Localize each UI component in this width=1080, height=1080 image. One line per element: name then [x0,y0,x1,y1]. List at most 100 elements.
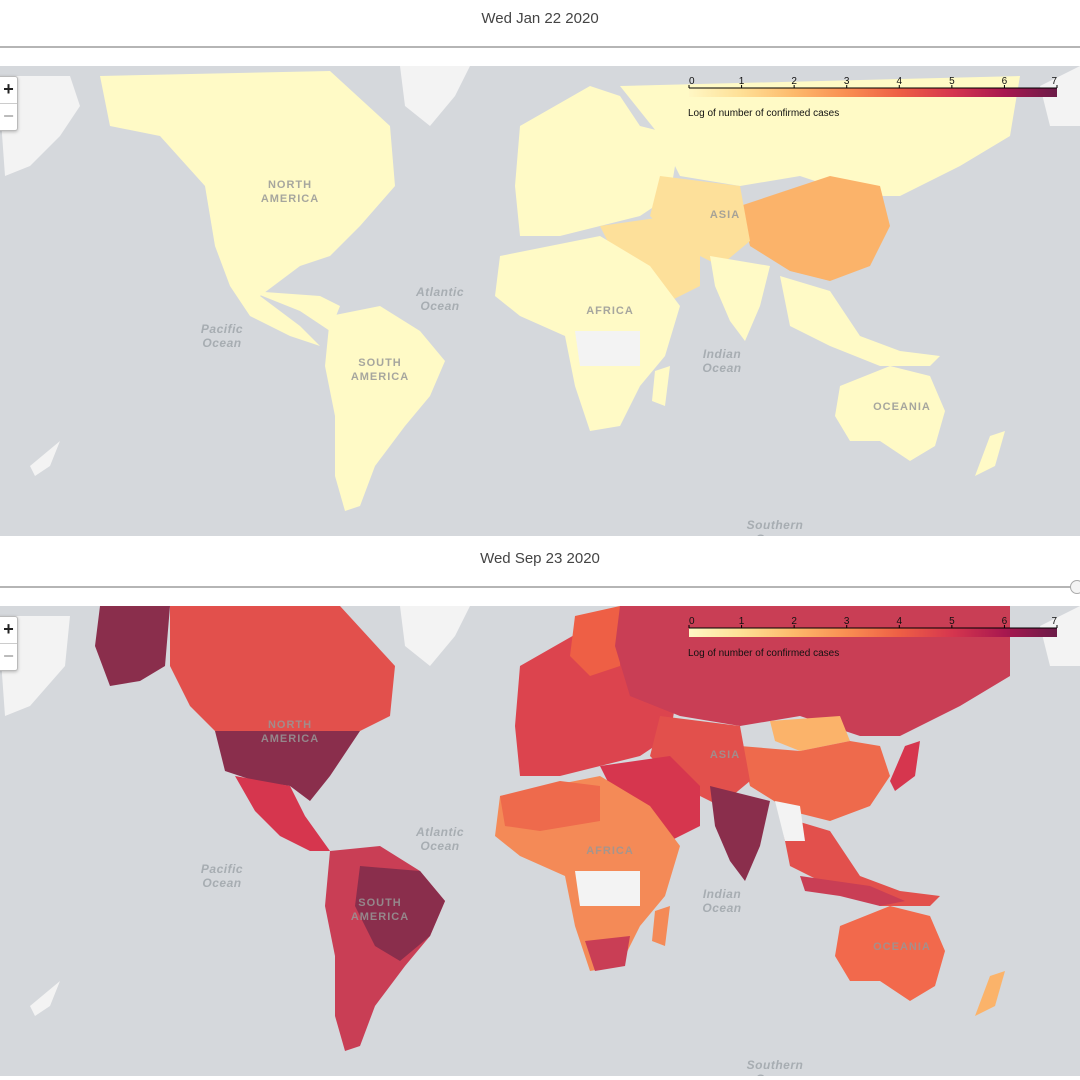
central-asia [650,176,750,266]
indonesia [800,876,905,906]
legend-tick-label: 0 [689,76,695,87]
zoom-out-button[interactable]: − [3,106,14,126]
legend-tick-label: 2 [791,616,797,627]
china [740,741,890,821]
russia [620,76,1020,196]
label-atlantic-ocean: Atlantic Ocean [415,285,464,313]
greenland [400,66,470,126]
label-north-america: NORTH AMERICA [260,179,320,205]
middle-east [600,216,700,306]
legend-tick-label: 1 [739,76,745,87]
legend-color-bar [689,88,1057,97]
south-island [30,981,60,1016]
new-zealand [975,431,1005,476]
southeast-asia [780,276,940,366]
scandinavia [570,606,620,676]
legend-tick-label: 5 [949,76,955,87]
brazil [355,866,445,961]
legend-tick-label: 3 [844,616,850,627]
middle-east [600,756,700,846]
zoom-out-button[interactable]: − [3,646,14,666]
africa-center [575,871,640,906]
south-island [30,441,60,476]
alaska [95,606,170,686]
russia [615,606,1010,736]
panel-sep: Wed Sep 23 2020 [0,540,1080,1080]
japan [890,741,920,791]
legend-tick-label: 0 [689,616,695,627]
europe [515,86,680,236]
label-asia: ASIA [709,209,741,221]
north-america [100,71,395,346]
legend-tick-label: 2 [791,76,797,87]
panel-jan: Wed Jan 22 2020 [0,10,1080,536]
central-asia [650,716,750,806]
zoom-control[interactable]: + − [0,616,18,671]
new-zealand [975,971,1005,1016]
label-asia: ASIA [709,749,741,761]
canada [170,606,395,731]
legend-title: Log of number of confirmed cases [688,108,840,119]
date-title: Wed Sep 23 2020 [480,550,600,567]
label-africa: AFRICA [586,305,634,317]
time-slider-track[interactable] [0,586,1080,588]
zoom-in-button[interactable]: + [0,77,17,104]
legend-tick-label: 6 [1002,76,1008,87]
time-slider-handle[interactable] [1070,580,1080,594]
south-africa [585,936,630,971]
usa [215,731,360,801]
label-southern-ocean: Southern Ocean [746,518,804,536]
legend-color-bar [689,628,1057,637]
china [740,176,890,281]
legend-tick-label: 6 [1002,616,1008,627]
label-north-america: NORTH AMERICA [260,719,320,745]
southeast-asia [780,816,940,906]
india [710,786,770,881]
label-oceania: OCEANIA [873,941,931,953]
label-south-america: SOUTH AMERICA [350,897,410,923]
label-oceania: OCEANIA [873,401,931,413]
australia [835,906,945,1001]
label-pacific-ocean: Pacific Ocean [200,322,244,350]
label-pacific-ocean: Pacific Ocean [200,862,244,890]
legend-tick-label: 1 [739,616,745,627]
map-sep[interactable]: + − NORTH AMERICA SOUTH AMERICA AFRICA A… [0,606,1080,1076]
arctic-right [1040,66,1080,126]
legend-title: Log of number of confirmed cases [688,648,840,659]
legend-tick-label: 3 [844,76,850,87]
legend-tick-label: 5 [949,616,955,627]
label-southern-ocean: Southern Ocean [746,1058,804,1076]
zoom-in-button[interactable]: + [0,617,17,644]
world-map-sep [0,606,1080,1051]
legend-tick-label: 4 [897,616,903,627]
label-indian-ocean: Indian Ocean [702,347,742,375]
label-africa: AFRICA [586,845,634,857]
map-jan[interactable]: + − NORTH AMERICA SOUTH AMERICA AFRICA A… [0,66,1080,536]
label-south-america: SOUTH AMERICA [350,357,410,383]
mexico [235,776,330,851]
africa-center [575,331,640,366]
north-africa [500,781,600,831]
europe [515,626,680,776]
zoom-control[interactable]: + − [0,76,18,131]
legend-scale: 0 1 2 3 4 5 6 7 [688,616,1058,637]
south-america [325,306,445,511]
india [710,256,770,341]
greenland [400,606,470,666]
central-america [250,291,340,331]
legend-tick-label: 7 [1051,616,1057,627]
alaska [0,76,80,176]
time-slider-track[interactable] [0,46,1080,48]
madagascar [652,366,670,406]
myanmar [775,801,805,841]
date-title: Wed Jan 22 2020 [481,10,599,27]
label-indian-ocean: Indian Ocean [702,887,742,915]
australia [835,366,945,461]
label-atlantic-ocean: Atlantic Ocean [415,825,464,853]
mongolia [770,716,850,751]
arctic-right [1040,606,1080,666]
madagascar [652,906,670,946]
legend-scale: 0 1 2 3 4 5 6 7 [688,76,1058,97]
legend-tick-label: 7 [1051,76,1057,87]
legend-tick-label: 4 [897,76,903,87]
